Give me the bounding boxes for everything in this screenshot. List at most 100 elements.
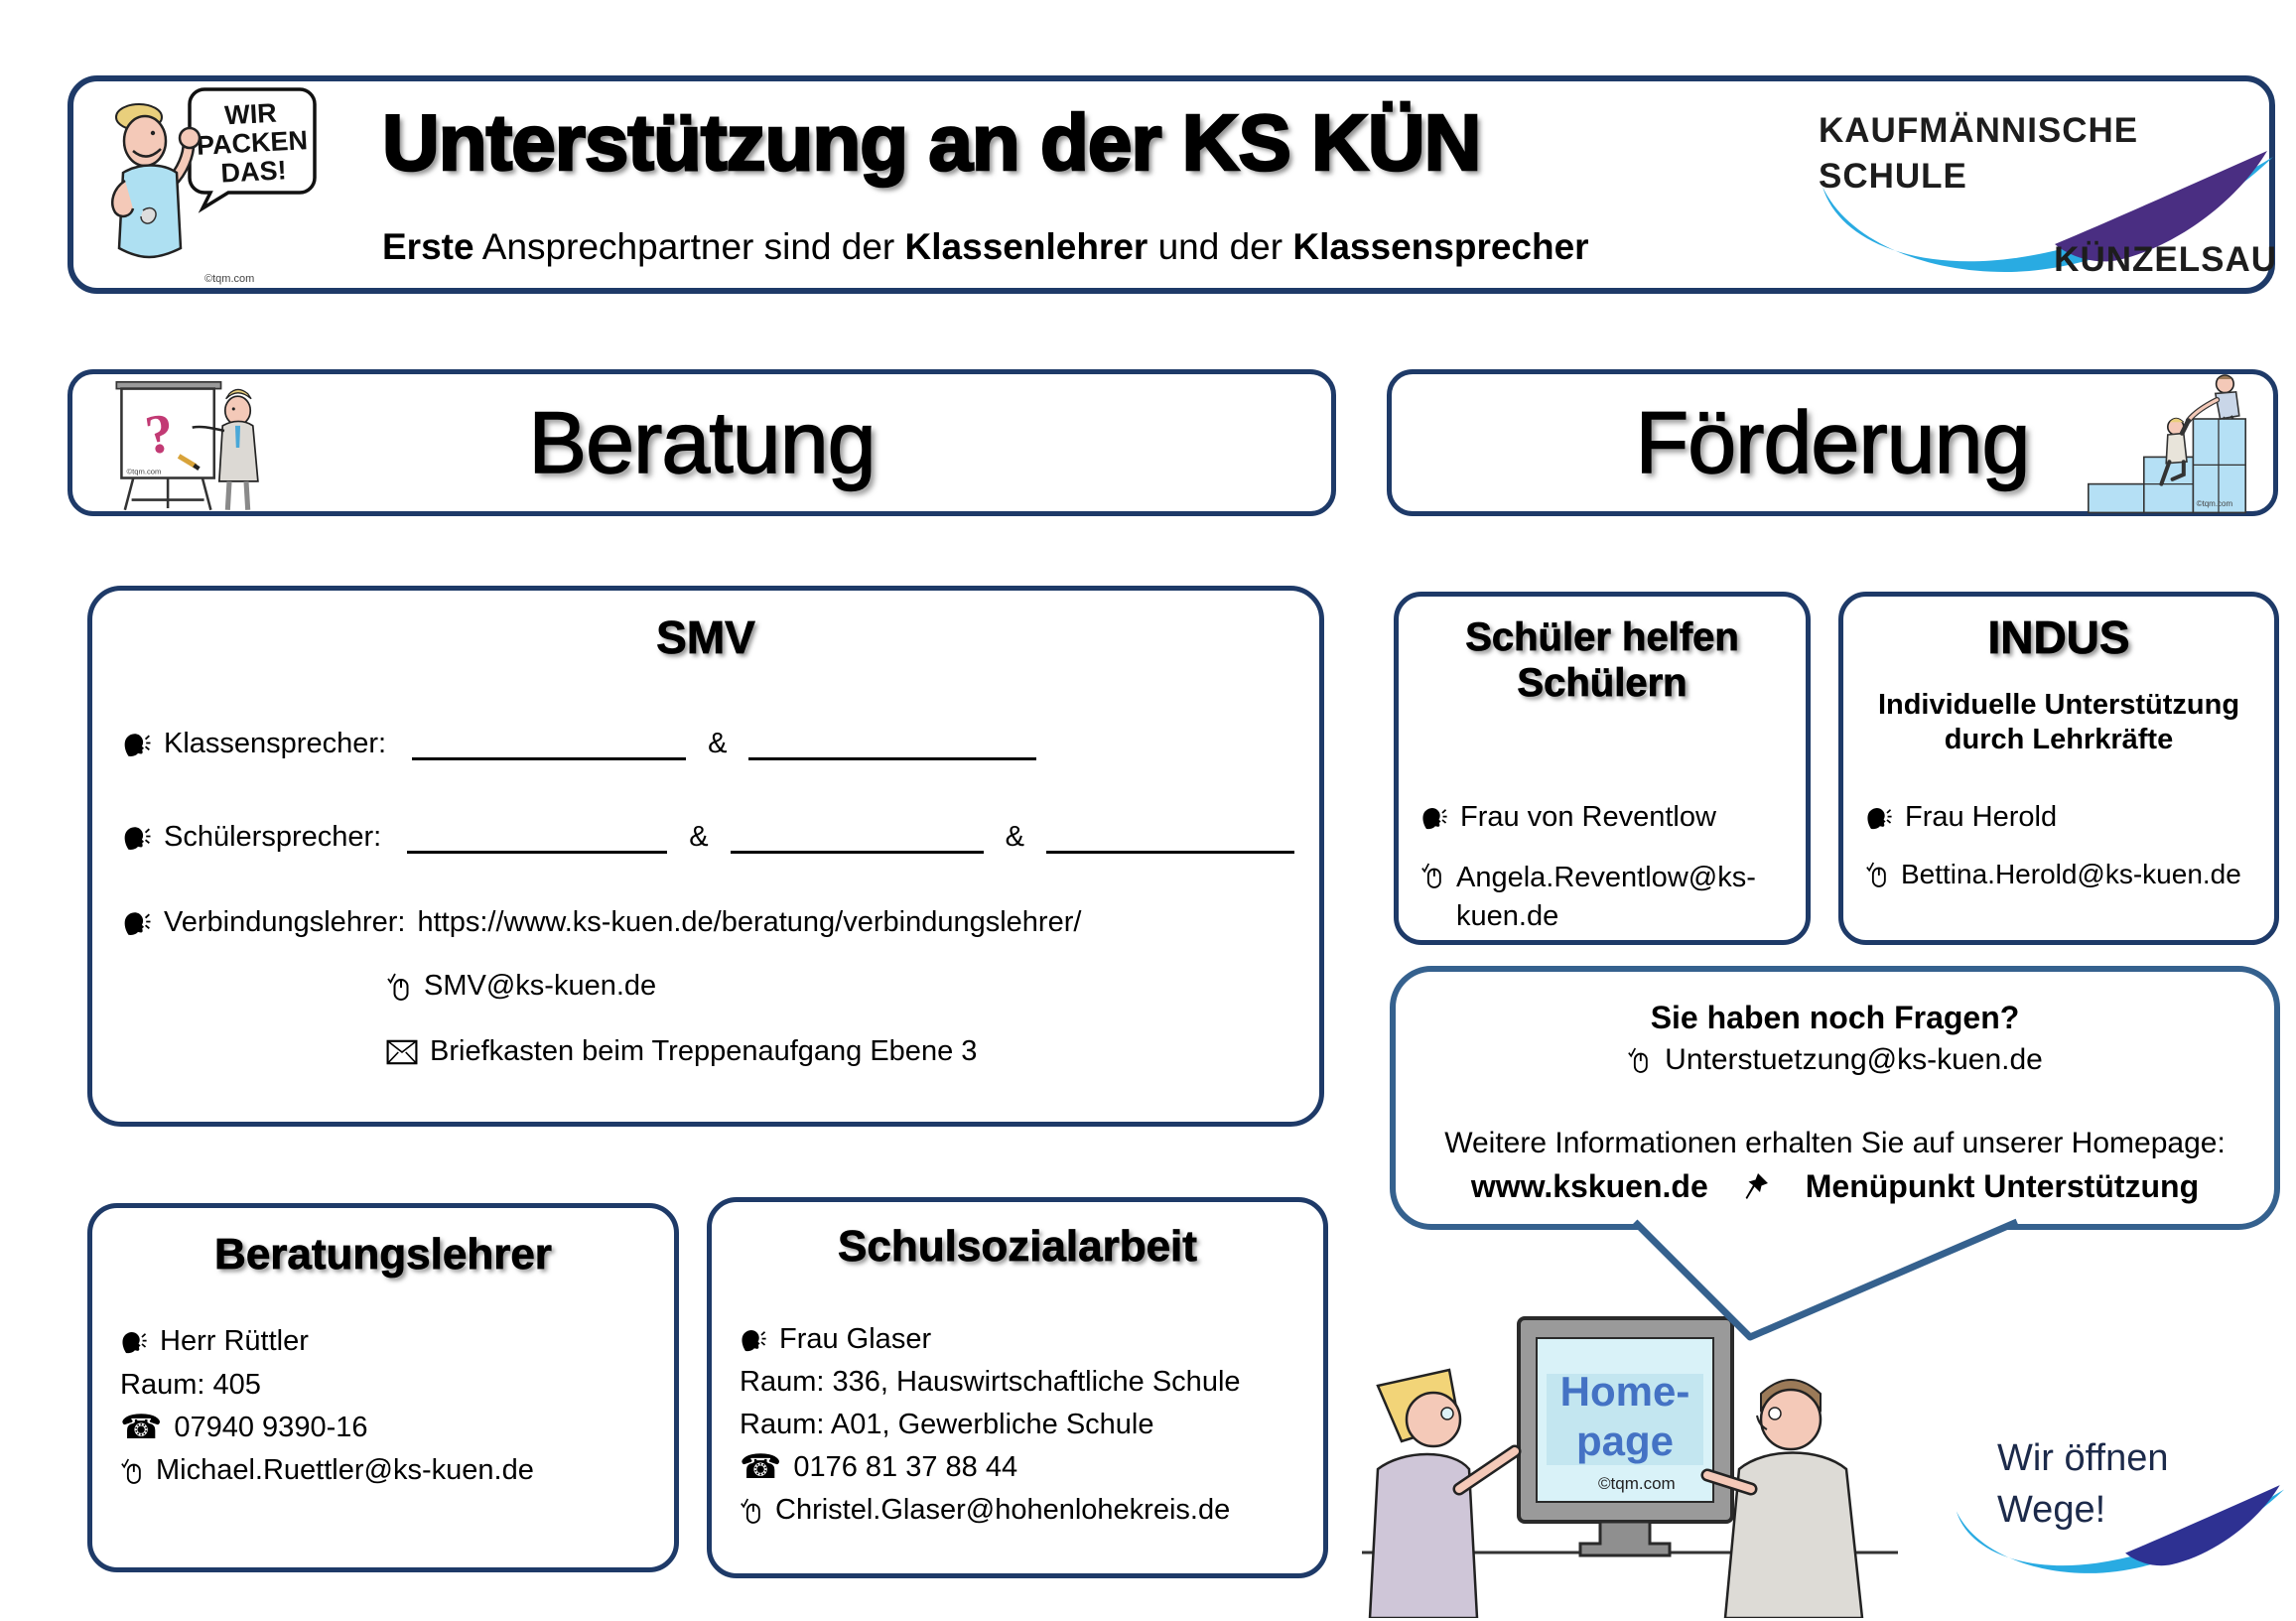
klassensprecher-label: Klassensprecher: [164,728,387,760]
schueler-helfen-title: Schüler helfen Schülern [1399,614,1806,706]
schulsozialarbeit-room2-row: Raum: A01, Gewerbliche Schule [740,1409,1154,1441]
subtitle-mid1: Ansprechpartner sind der [473,226,905,267]
indus-email: Bettina.Herold@ks-kuen.de [1901,859,2241,889]
header-box [68,75,2275,294]
schulsozialarbeit-title: Schulsozialarbeit [838,1222,1198,1272]
indus-email-row: Bettina.Herold@ks-kuen.de [1865,859,2241,890]
mouse-icon [1628,1047,1648,1073]
foerderung-cartoon-credit: ©tqm.com [2197,499,2233,508]
indus-box: INDUS Individuelle Unterstützung durch L… [1838,592,2279,945]
schuelersprecher-blank-2 [730,821,984,855]
man-body [1723,1451,1864,1618]
speaking-head-icon [124,734,151,756]
indus-subtitle-line2: durch Lehrkräfte [1944,723,2174,755]
schueler-helfen-title-line1: Schüler helfen [1465,615,1739,660]
beratungslehrer-email: Michael.Ruettler@ks-kuen.de [156,1454,534,1486]
foerderung-cartoon: ©tqm.com [2088,374,2246,514]
mouse-icon [1866,862,1886,887]
bubble-text-line2: PACKEN [196,125,308,161]
verbindungslehrer-url: https://www.ks-kuen.de/beratung/verbindu… [417,906,1082,938]
phone-icon: ☎ [740,1448,782,1486]
cartoon-credit: ©tqm.com [204,273,254,285]
subtitle-mid2: und der [1148,226,1293,267]
homepage-cartoon: Home- page ©tqm.com [1362,1316,1898,1618]
indus-title: INDUS [1987,611,2130,664]
schuelersprecher-label: Schülersprecher: [164,821,382,854]
subtitle-erste: Erste [382,226,474,267]
cartoon-head [122,114,168,168]
fragen-email-row: Unterstuetzung@ks-kuen.de [1396,1043,2274,1077]
wir-packen-das-cartoon: WIR PACKEN DAS! ©tqm.com [111,87,317,285]
fragen-homepage-url: www.kskuen.de [1470,1168,1708,1204]
schulsozialarbeit-room1: Raum: 336, Hauswirtschaftliche Schule [740,1366,1241,1398]
footer-swoosh [1956,1485,2285,1573]
beratungslehrer-room-row: Raum: 405 [120,1369,261,1402]
schulsozialarbeit-phone: 0176 81 37 88 44 [793,1450,1018,1483]
schueler-helfen-email: Angela.Reventlow@ks-kuen.de [1456,862,1756,933]
schulsozialarbeit-name: Frau Glaser [779,1323,932,1355]
speaking-head-icon [742,1329,766,1351]
beratungslehrer-room: Raum: 405 [120,1369,261,1401]
schulsozialarbeit-box: Schulsozialarbeit Frau Glaser Raum: 336,… [707,1197,1328,1578]
schuelersprecher-blank-1 [407,821,668,855]
footer-logo-line1: Wir öffnen [1997,1437,2169,1479]
fragen-email: Unterstuetzung@ks-kuen.de [1665,1043,2043,1076]
footer-logo-line2: Wege! [1997,1489,2106,1531]
helper-figure [2214,390,2240,420]
speaking-head-icon [1422,807,1447,829]
speaking-head-icon [1867,807,1892,829]
climber-figure [2165,432,2188,465]
verbindungslehrer-label: Verbindungslehrer: [164,906,406,938]
beratung-cartoon: ? ©tqm.com [115,380,259,511]
beratungslehrer-box: Beratungslehrer Herr Rüttler Raum: 405 ☎… [87,1203,679,1572]
indus-name-row: Frau Herold [1865,801,2057,834]
schulsozialarbeit-name-row: Frau Glaser [740,1323,931,1356]
screen-text-line2: page [1576,1418,1674,1464]
smv-title: SMV [656,611,755,664]
schueler-helfen-name: Frau von Reventlow [1460,801,1716,833]
speaking-head-icon [124,911,151,935]
schulsozialarbeit-email: Christel.Glaser@hohenlohekreis.de [775,1494,1231,1526]
smv-box: SMV Klassensprecher: & Schülersprecher: … [87,586,1324,1127]
consultant-body [217,420,259,482]
beratungslehrer-name-row: Herr Rüttler [120,1325,309,1358]
school-logo: KAUFMÄNNISCHE SCHULE KÜNZELSAU [1819,107,2277,286]
beratungslehrer-title: Beratungslehrer [214,1230,553,1280]
foerderung-title: Förderung [1635,392,2031,491]
beratungslehrer-phone-row: ☎ 07940 9390-16 [120,1411,368,1444]
mouse-icon [387,973,409,1001]
smv-briefkasten: Briefkasten beim Treppenaufgang Ebene 3 [430,1035,978,1067]
beratungslehrer-email-row: Michael.Ruettler@ks-kuen.de [120,1454,534,1487]
ampersand: & [708,728,728,760]
woman-head [1405,1391,1462,1448]
schulsozialarbeit-room2: Raum: A01, Gewerbliche Schule [740,1409,1154,1440]
beratungslehrer-name: Herr Rüttler [160,1325,309,1357]
klassensprecher-blank-1 [412,728,687,761]
bubble-text-line3: DAS! [220,155,287,188]
footer-logo: Wir öffnen Wege! [1954,1437,2287,1586]
fragen-heading: Sie haben noch Fragen? [1650,1000,2020,1035]
stair-blocks [2192,418,2246,514]
screen-credit: ©tqm.com [1598,1474,1676,1493]
smv-verbindungslehrer-row: Verbindungslehrer: https://www.ks-kuen.d… [122,906,1081,939]
cartoon-fist [178,126,202,150]
beratungslehrer-phone: 07940 9390-16 [174,1411,368,1443]
smv-email-row: SMV@ks-kuen.de [386,970,656,1003]
klassensprecher-blank-2 [748,728,1037,761]
page-subtitle: Erste Ansprechpartner sind der Klassenle… [382,226,1589,268]
speaking-head-icon [124,827,151,850]
mouse-icon [741,1498,760,1524]
logo-name-line2: SCHULE [1819,157,1967,196]
schulsozialarbeit-email-row: Christel.Glaser@hohenlohekreis.de [740,1494,1230,1527]
schueler-helfen-email-row: Angela.Reventlow@ks-kuen.de [1420,859,1786,936]
beratung-title: Beratung [528,392,878,491]
page-title: Unterstützung an der KS KÜN [381,97,1483,189]
logo-name-line1: KAUFMÄNNISCHE [1819,111,2139,150]
fragen-bubble: Sie haben noch Fragen? Unterstuetzung@ks… [1390,966,2280,1230]
fragen-info-row: Weitere Informationen erhalten Sie auf u… [1396,1127,2274,1160]
fragen-info: Weitere Informationen erhalten Sie auf u… [1444,1127,2226,1159]
envelope-icon [386,1039,418,1064]
indus-subtitle-line1: Individuelle Unterstützung [1877,689,2240,721]
speaking-head-icon [122,1331,147,1353]
